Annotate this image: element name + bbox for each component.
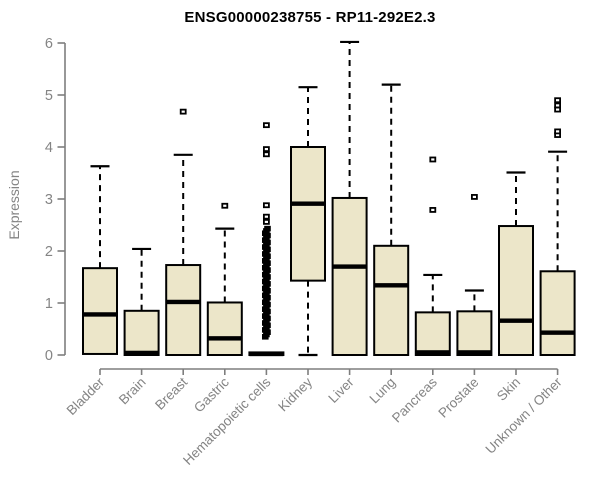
y-axis: 0 1 2 3 4 5 6	[45, 36, 66, 364]
median	[166, 299, 201, 305]
box-group-bladder	[82, 165, 118, 355]
box	[82, 267, 118, 355]
outlier	[429, 156, 437, 163]
box-group-pancreas	[414, 156, 451, 356]
box	[206, 301, 243, 357]
outlier	[179, 108, 187, 115]
outlier	[429, 207, 437, 213]
x-tick-label: Kidney	[275, 374, 315, 414]
median	[499, 318, 533, 323]
y-tick-label: 6	[45, 36, 53, 52]
outlier	[262, 122, 270, 129]
x-tick-label: Bladder	[64, 374, 108, 418]
box-group-gastric	[206, 202, 243, 357]
box	[373, 244, 410, 356]
outlier-dense	[264, 225, 271, 232]
box	[331, 196, 368, 356]
box-group-liver	[331, 40, 368, 356]
median	[540, 330, 575, 335]
outlier	[221, 202, 229, 209]
box	[165, 264, 202, 357]
outlier	[554, 128, 561, 135]
median	[332, 264, 367, 269]
x-tick-label: Brain	[116, 375, 149, 408]
box	[539, 270, 576, 356]
outlier	[262, 202, 270, 209]
y-tick-label: 4	[45, 140, 53, 156]
median	[124, 350, 159, 356]
y-tick-label: 1	[45, 296, 53, 312]
x-tick-label: Prostate	[435, 375, 481, 421]
x-tick-label: Unknown / Other	[482, 374, 565, 457]
box-group-prostate	[456, 194, 493, 357]
outlier	[554, 102, 561, 109]
median	[457, 350, 492, 355]
box-group-lung	[373, 83, 410, 356]
box-group-breast	[165, 108, 202, 357]
x-tick-label: Breast	[152, 374, 190, 412]
outlier	[554, 97, 561, 104]
y-tick-label: 5	[45, 88, 53, 104]
chart-title: ENSG00000238755 - RP11-292E2.3	[184, 9, 436, 26]
x-tick-label: Gastric	[191, 374, 232, 415]
outlier	[262, 151, 270, 158]
box	[290, 146, 326, 282]
outlier	[262, 213, 270, 220]
box	[123, 309, 160, 356]
x-tick-label: Liver	[325, 374, 357, 406]
median	[249, 351, 284, 357]
median	[415, 350, 450, 355]
outlier	[262, 146, 270, 152]
y-tick-label: 3	[45, 192, 53, 208]
box	[498, 225, 534, 356]
box-group-kidney	[290, 86, 326, 357]
box-group-hematopoietic-cells	[248, 122, 285, 357]
x-tick-label: Lung	[366, 375, 398, 407]
outlier	[470, 194, 478, 200]
box	[414, 311, 451, 356]
box-group-skin	[498, 171, 534, 356]
median	[374, 283, 409, 288]
box-group-unknown-other	[539, 97, 576, 356]
y-tick-label: 2	[45, 244, 53, 260]
median	[207, 336, 242, 341]
y-tick-label: 0	[45, 348, 53, 364]
median	[291, 201, 325, 206]
x-tick-label: Pancreas	[389, 374, 440, 425]
outlier	[262, 218, 270, 225]
box-group-brain	[123, 247, 160, 356]
median	[83, 312, 117, 317]
x-tick-label: Skin	[494, 375, 523, 404]
box	[456, 310, 493, 357]
